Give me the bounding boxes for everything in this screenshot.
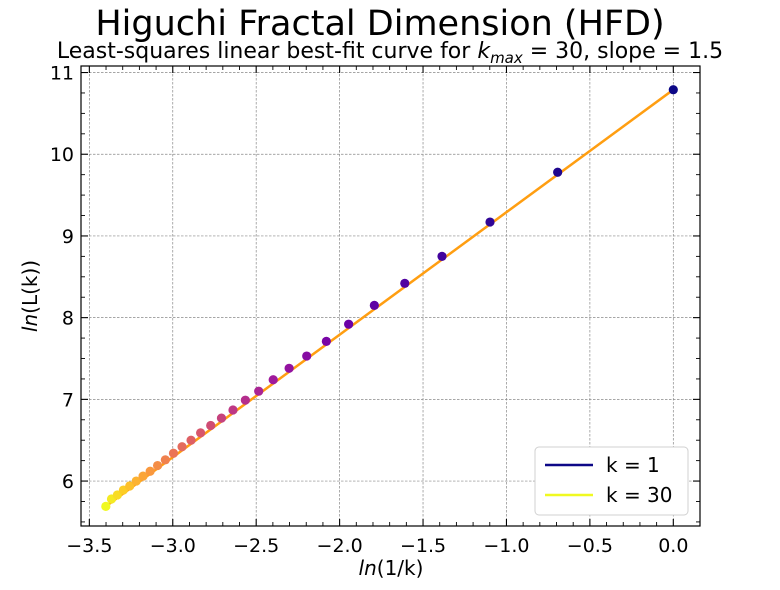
data-point-k14 (228, 405, 238, 415)
chart-subtitle: Least-squares linear best-fit curve for … (57, 39, 723, 67)
data-point-k1 (668, 85, 678, 95)
data-point-k19 (177, 442, 187, 452)
data-point-k15 (216, 413, 227, 423)
data-point-k12 (254, 386, 264, 396)
data-point-k10 (284, 363, 294, 373)
x-tick-label: 0.0 (658, 535, 688, 557)
data-point-k23 (145, 466, 155, 476)
y-axis-label: ln(L(k)) (18, 260, 42, 332)
x-tick-label: −1.0 (483, 535, 529, 557)
legend-label-k1: k = 1 (606, 453, 660, 477)
data-point-k20 (168, 448, 179, 458)
y-tick-label: 10 (50, 144, 74, 166)
data-point-k22 (152, 460, 163, 471)
axis-ticks: −3.5 −3.0 −2.5 −2.0 −1.5 −1.0 −0.5 0.0 6 7 8 9 10 11 (50, 63, 700, 557)
y-tick-label: 11 (50, 63, 74, 85)
x-tick-label: −1.5 (400, 535, 446, 557)
data-point-k7 (344, 319, 354, 329)
data-points (101, 85, 678, 511)
x-tick-label: −3.5 (66, 535, 112, 557)
data-point-k11 (268, 375, 278, 385)
x-tick-label: −0.5 (567, 535, 613, 557)
data-point-k2 (553, 167, 563, 177)
data-point-k25 (131, 476, 141, 486)
x-tick-label: −2.0 (317, 535, 363, 557)
chart-title: Higuchi Fractal Dimension (HFD) (95, 4, 664, 44)
data-point-k9 (302, 351, 312, 361)
data-point-k21 (160, 455, 170, 465)
x-axis-label: ln(1/k) (359, 556, 424, 580)
data-point-k3 (485, 217, 495, 227)
data-point-k16 (206, 420, 216, 431)
data-point-k17 (195, 428, 206, 438)
legend-label-k30: k = 30 (606, 483, 673, 507)
x-tick-label: −2.5 (233, 535, 279, 557)
data-point-k26 (125, 481, 135, 491)
y-tick-label: 7 (62, 389, 74, 411)
data-point-k13 (240, 395, 250, 405)
data-point-k18 (186, 435, 196, 445)
data-point-k4 (437, 251, 447, 261)
y-tick-label: 8 (62, 308, 74, 330)
data-point-k5 (400, 278, 410, 288)
data-point-k8 (321, 336, 331, 346)
data-point-k24 (138, 471, 148, 481)
legend: k = 1 k = 30 (534, 446, 689, 516)
data-point-k30 (101, 501, 111, 511)
data-point-k6 (369, 300, 379, 310)
x-tick-label: −3.0 (150, 535, 196, 557)
y-tick-label: 6 (62, 471, 74, 493)
grid (81, 66, 700, 526)
plot-frame (80, 65, 701, 527)
y-tick-label: 9 (62, 226, 74, 248)
